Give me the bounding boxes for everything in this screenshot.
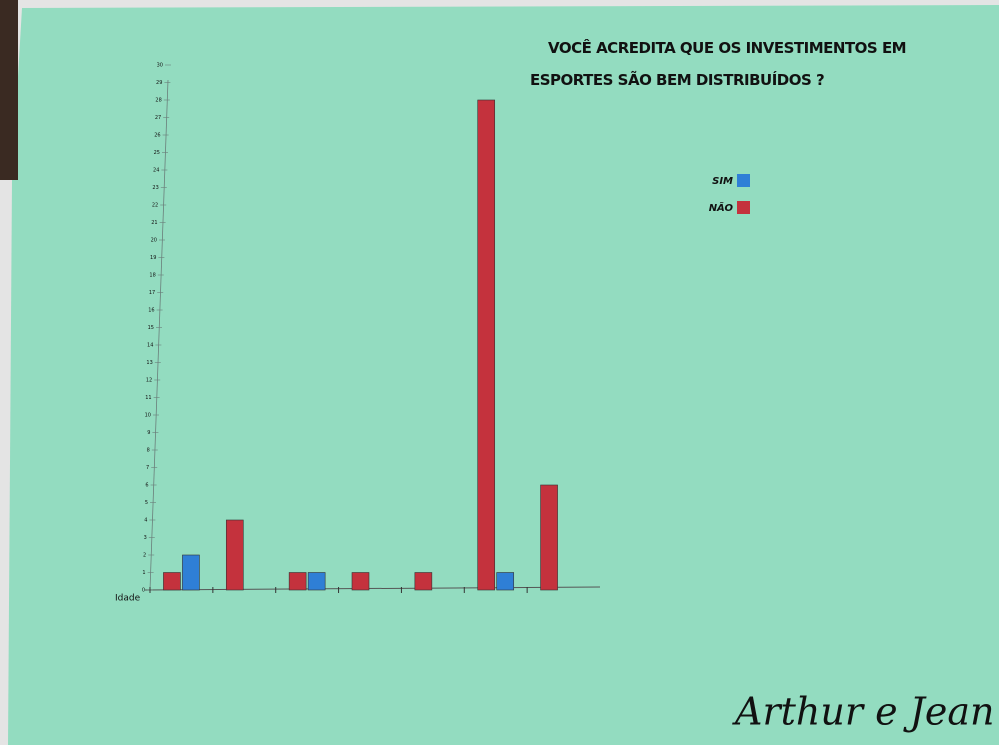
bar <box>541 485 558 590</box>
y-tick-label: 2 <box>143 553 146 559</box>
y-tick-label: 28 <box>155 98 161 104</box>
legend-label: NÃO <box>709 201 734 214</box>
y-tick-label: 22 <box>152 203 158 209</box>
bar <box>289 573 306 591</box>
signature: Arthur e Jean <box>732 690 995 734</box>
y-tick-label: 11 <box>145 395 151 401</box>
table-edge <box>0 0 18 180</box>
y-tick-label: 6 <box>145 483 148 489</box>
bar <box>308 573 325 591</box>
y-tick-label: 14 <box>147 343 153 349</box>
y-tick-label: 25 <box>154 150 160 156</box>
legend-swatch <box>737 174 750 187</box>
page: VOCÊ ACREDITA QUE OS INVESTIMENTOS EM ES… <box>0 0 999 745</box>
y-tick-label: 0 <box>142 588 145 594</box>
bar <box>478 100 495 590</box>
y-tick-label: 26 <box>154 133 160 139</box>
bar <box>226 520 243 590</box>
y-tick-label: 15 <box>148 325 154 331</box>
y-tick-label: 13 <box>146 360 152 366</box>
y-tick-label: 4 <box>144 518 147 524</box>
y-tick-label: 20 <box>151 238 157 244</box>
y-tick-label: 23 <box>152 185 158 191</box>
chart: VOCÊ ACREDITA QUE OS INVESTIMENTOS EM ES… <box>0 0 999 745</box>
bar <box>352 573 369 591</box>
y-tick-label: 19 <box>150 255 156 261</box>
y-tick-label: 29 <box>156 80 162 86</box>
y-tick-label: 12 <box>146 378 152 384</box>
y-tick-label: 16 <box>148 308 154 314</box>
legend-swatch <box>737 201 750 214</box>
bar <box>497 573 514 591</box>
y-tick-label: 24 <box>153 168 159 174</box>
bar <box>182 555 199 590</box>
y-tick-label: 10 <box>145 413 151 419</box>
y-tick-label: 18 <box>149 273 155 279</box>
y-tick-label: 9 <box>147 430 150 436</box>
y-tick-label: 8 <box>147 448 150 454</box>
y-tick-label: 30 <box>157 63 163 69</box>
y-tick-label: 7 <box>146 465 149 471</box>
y-tick-label: 3 <box>144 535 147 541</box>
bar <box>415 573 432 591</box>
y-tick-label: 21 <box>151 220 157 226</box>
y-tick-label: 5 <box>145 500 148 506</box>
x-axis-label: Idade <box>115 594 141 604</box>
y-tick-label: 1 <box>142 570 145 576</box>
bar <box>163 573 180 591</box>
legend-label: SIM <box>712 176 733 187</box>
y-tick-label: 17 <box>149 290 155 296</box>
y-tick-label: 27 <box>155 115 161 121</box>
